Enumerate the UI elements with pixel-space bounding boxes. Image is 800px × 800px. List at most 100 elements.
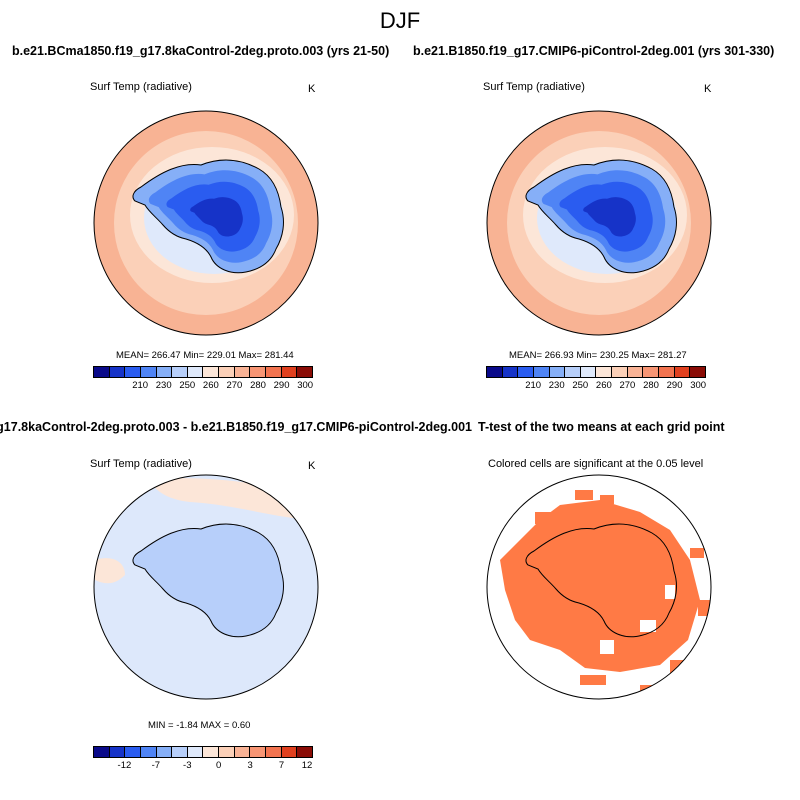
colorbar-segment <box>203 747 220 757</box>
colorbar-tick-label: -3 <box>183 760 192 771</box>
panel-4-gap-3 <box>665 585 675 599</box>
colorbar-tick-label: 3 <box>247 760 253 771</box>
colorbar-tick-label: 270 <box>619 380 636 391</box>
colorbar-tick-label: 230 <box>548 380 565 391</box>
colorbar-segment <box>281 367 298 377</box>
panel-1-map-border <box>93 110 319 336</box>
colorbar-tick-label: 12 <box>301 760 313 771</box>
colorbar-tick-label: 270 <box>226 380 243 391</box>
colorbar-tick-label: 250 <box>572 380 589 391</box>
panel-4-signif-cell-3 <box>535 512 553 524</box>
panel-2-map <box>486 110 712 336</box>
colorbar-segment <box>250 747 267 757</box>
colorbar-segment <box>140 747 157 757</box>
colorbar-tick-label: 7 <box>278 760 285 771</box>
colorbar-tick-label: 290 <box>273 380 290 391</box>
colorbar-segment <box>109 747 126 757</box>
panel-3-variable: Surf Temp (radiative) <box>90 458 192 470</box>
colorbar-segment <box>219 747 235 757</box>
panel-4-title: T-test of the two means at each grid poi… <box>478 420 725 434</box>
panel-1-map <box>93 110 319 336</box>
panel-1-title: b.e21.BCma1850.f19_g17.8kaControl-2deg.p… <box>12 44 390 58</box>
colorbar-segment <box>266 367 282 377</box>
panel-1-stats: MEAN= 266.47 Min= 229.01 Max= 281.44 <box>116 350 294 361</box>
colorbar-segment <box>234 367 251 377</box>
colorbar-tick-label: 0 <box>216 760 222 771</box>
colorbar-tick-label: 280 <box>250 380 266 391</box>
panel-2-units: K <box>704 83 712 95</box>
colorbar-segment <box>674 367 691 377</box>
panel-1-units: K <box>308 83 316 95</box>
panel-4-signif-cell-1 <box>575 490 593 500</box>
colorbar-segment <box>234 747 251 757</box>
panel-2-title: b.e21.B1850.f19_g17.CMIP6-piControl-2deg… <box>413 44 775 58</box>
colorbar-segment <box>203 367 220 377</box>
colorbar-tick-label: 290 <box>666 380 683 391</box>
colorbar-tick-label: -7 <box>151 760 161 771</box>
panel-4-gap-2 <box>600 640 614 654</box>
panel-3-warm-patch-west <box>95 558 125 584</box>
colorbar-segment <box>502 367 519 377</box>
panel-3-map-border <box>93 474 319 700</box>
figure-title: DJF <box>379 8 421 33</box>
colorbar-tick-label: -12 <box>117 760 132 771</box>
colorbar-segment <box>297 367 312 377</box>
panel-3-colorbar <box>93 746 313 758</box>
panel-3-title: b.e21.BCma1850.f19_g17.8kaControl-2deg.p… <box>0 420 472 434</box>
colorbar-tick-label: 300 <box>297 380 314 391</box>
colorbar-segment <box>612 367 628 377</box>
colorbar-segment <box>518 367 534 377</box>
panel-2-variable: Surf Temp (radiative) <box>483 81 585 93</box>
panel-3-colorbar-ticks: -12 -7 -3 0 3 7 12 <box>93 760 313 776</box>
colorbar-segment <box>659 367 675 377</box>
colorbar-segment <box>297 747 312 757</box>
colorbar-segment <box>172 367 188 377</box>
colorbar-tick-label: 210 <box>132 380 149 391</box>
colorbar-segment <box>156 367 173 377</box>
panel-4-subtitle: Colored cells are significant at the 0.0… <box>488 458 704 470</box>
colorbar-segment <box>109 367 126 377</box>
panel-3-stats: MIN = -1.84 MAX = 0.60 <box>148 720 251 731</box>
panel-4-signif-cell-5 <box>698 600 710 616</box>
colorbar-segment <box>690 367 705 377</box>
colorbar-segment <box>140 367 157 377</box>
colorbar-segment <box>281 747 298 757</box>
colorbar-tick-label: 260 <box>595 380 612 391</box>
panel-2-colorbar <box>486 366 706 378</box>
colorbar-segment <box>94 747 110 757</box>
panel-4-signif-cell-2 <box>600 495 614 504</box>
colorbar-segment <box>219 367 235 377</box>
colorbar-segment <box>156 747 173 757</box>
colorbar-tick-label: 300 <box>690 380 707 391</box>
panel-3-units: K <box>308 460 316 472</box>
panel-3-title-clip: b.e21.BCma1850.f19_g17.8kaControl-2deg.p… <box>0 420 472 438</box>
colorbar-segment <box>627 367 644 377</box>
colorbar-tick-label: 210 <box>525 380 542 391</box>
colorbar-segment <box>596 367 613 377</box>
colorbar-segment <box>125 747 141 757</box>
panel-4-map <box>486 474 712 700</box>
colorbar-segment <box>549 367 566 377</box>
panel-1-colorbar <box>93 366 313 378</box>
panel-4-signif-cell-6 <box>580 675 606 685</box>
panel-2-colorbar-ticks: 210 230 250 260 270 280 290 300 <box>486 380 706 396</box>
panel-2-map-border <box>486 110 712 336</box>
panel-4-signif-cell-8 <box>670 660 686 676</box>
colorbar-segment <box>172 747 188 757</box>
panel-1-colorbar-ticks: 210 230 250 260 270 280 290 300 <box>93 380 313 396</box>
colorbar-segment <box>487 367 503 377</box>
colorbar-tick-label: 250 <box>179 380 196 391</box>
colorbar-segment <box>125 367 141 377</box>
colorbar-segment <box>187 367 204 377</box>
colorbar-tick-label: 230 <box>155 380 172 391</box>
panel-2-stats: MEAN= 266.93 Min= 230.25 Max= 281.27 <box>509 350 687 361</box>
colorbar-segment <box>266 747 282 757</box>
colorbar-segment <box>565 367 581 377</box>
colorbar-tick-label: 280 <box>643 380 659 391</box>
panel-4-gap-1 <box>640 620 656 632</box>
panel-1-variable: Surf Temp (radiative) <box>90 81 192 93</box>
colorbar-segment <box>580 367 597 377</box>
colorbar-tick-label: 260 <box>202 380 219 391</box>
panel-4-signif-cell-4 <box>690 548 704 558</box>
